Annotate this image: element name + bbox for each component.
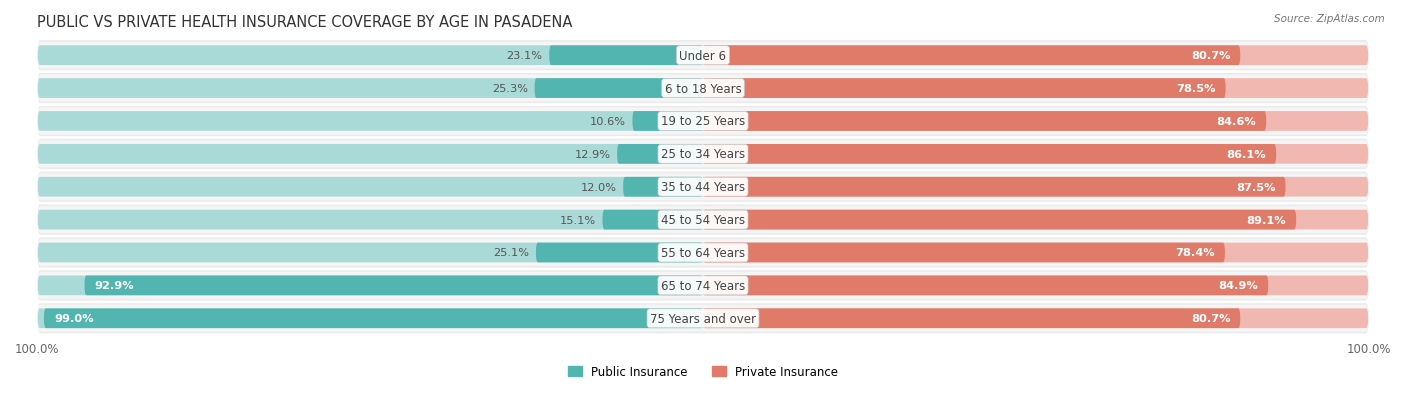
- FancyBboxPatch shape: [38, 210, 703, 230]
- FancyBboxPatch shape: [703, 243, 1368, 263]
- Text: 19 to 25 Years: 19 to 25 Years: [661, 115, 745, 128]
- FancyBboxPatch shape: [703, 178, 1285, 197]
- FancyBboxPatch shape: [84, 276, 703, 296]
- Text: Source: ZipAtlas.com: Source: ZipAtlas.com: [1274, 14, 1385, 24]
- FancyBboxPatch shape: [703, 276, 1368, 296]
- FancyBboxPatch shape: [703, 178, 1368, 197]
- FancyBboxPatch shape: [38, 238, 1368, 268]
- Text: 25.3%: 25.3%: [492, 84, 527, 94]
- FancyBboxPatch shape: [703, 243, 1225, 263]
- Text: 35 to 44 Years: 35 to 44 Years: [661, 181, 745, 194]
- FancyBboxPatch shape: [38, 74, 1368, 104]
- Text: 65 to 74 Years: 65 to 74 Years: [661, 279, 745, 292]
- FancyBboxPatch shape: [38, 141, 1368, 168]
- Text: 78.4%: 78.4%: [1175, 248, 1215, 258]
- FancyBboxPatch shape: [703, 145, 1277, 164]
- Text: 89.1%: 89.1%: [1247, 215, 1286, 225]
- FancyBboxPatch shape: [38, 304, 1368, 334]
- FancyBboxPatch shape: [38, 145, 703, 164]
- FancyBboxPatch shape: [617, 145, 703, 164]
- FancyBboxPatch shape: [38, 178, 703, 197]
- Text: 45 to 54 Years: 45 to 54 Years: [661, 214, 745, 227]
- FancyBboxPatch shape: [38, 172, 1368, 202]
- FancyBboxPatch shape: [38, 240, 1368, 266]
- Text: 75 Years and over: 75 Years and over: [650, 312, 756, 325]
- Text: PUBLIC VS PRIVATE HEALTH INSURANCE COVERAGE BY AGE IN PASADENA: PUBLIC VS PRIVATE HEALTH INSURANCE COVER…: [37, 15, 572, 30]
- FancyBboxPatch shape: [550, 46, 703, 66]
- FancyBboxPatch shape: [703, 309, 1368, 328]
- Text: 84.6%: 84.6%: [1216, 117, 1256, 127]
- FancyBboxPatch shape: [38, 79, 703, 99]
- Text: 86.1%: 86.1%: [1226, 150, 1267, 159]
- Text: 92.9%: 92.9%: [94, 281, 134, 291]
- FancyBboxPatch shape: [38, 174, 1368, 201]
- Text: 87.5%: 87.5%: [1236, 182, 1275, 192]
- FancyBboxPatch shape: [703, 79, 1368, 99]
- Text: 78.5%: 78.5%: [1177, 84, 1216, 94]
- FancyBboxPatch shape: [38, 107, 1368, 137]
- Text: 55 to 64 Years: 55 to 64 Years: [661, 247, 745, 259]
- Legend: Public Insurance, Private Insurance: Public Insurance, Private Insurance: [568, 366, 838, 378]
- Text: 15.1%: 15.1%: [560, 215, 596, 225]
- Text: 12.9%: 12.9%: [575, 150, 610, 159]
- FancyBboxPatch shape: [703, 309, 1240, 328]
- FancyBboxPatch shape: [703, 210, 1368, 230]
- FancyBboxPatch shape: [703, 46, 1240, 66]
- FancyBboxPatch shape: [38, 43, 1368, 69]
- Text: 10.6%: 10.6%: [589, 117, 626, 127]
- FancyBboxPatch shape: [703, 112, 1368, 131]
- FancyBboxPatch shape: [38, 46, 703, 66]
- FancyBboxPatch shape: [703, 79, 1226, 99]
- FancyBboxPatch shape: [38, 112, 703, 131]
- Text: 84.9%: 84.9%: [1219, 281, 1258, 291]
- FancyBboxPatch shape: [38, 139, 1368, 170]
- Text: 99.0%: 99.0%: [53, 313, 94, 323]
- FancyBboxPatch shape: [703, 276, 1268, 296]
- Text: Under 6: Under 6: [679, 50, 727, 62]
- FancyBboxPatch shape: [536, 243, 703, 263]
- FancyBboxPatch shape: [38, 271, 1368, 301]
- Text: 25 to 34 Years: 25 to 34 Years: [661, 148, 745, 161]
- FancyBboxPatch shape: [703, 112, 1267, 131]
- FancyBboxPatch shape: [38, 309, 703, 328]
- FancyBboxPatch shape: [603, 210, 703, 230]
- Text: 23.1%: 23.1%: [506, 51, 543, 61]
- FancyBboxPatch shape: [38, 41, 1368, 71]
- FancyBboxPatch shape: [38, 108, 1368, 135]
- FancyBboxPatch shape: [623, 178, 703, 197]
- FancyBboxPatch shape: [703, 145, 1368, 164]
- FancyBboxPatch shape: [703, 210, 1296, 230]
- Text: 80.7%: 80.7%: [1191, 313, 1230, 323]
- FancyBboxPatch shape: [38, 305, 1368, 332]
- Text: 80.7%: 80.7%: [1191, 51, 1230, 61]
- FancyBboxPatch shape: [38, 76, 1368, 102]
- Text: 25.1%: 25.1%: [494, 248, 529, 258]
- FancyBboxPatch shape: [38, 243, 703, 263]
- FancyBboxPatch shape: [38, 276, 703, 296]
- Text: 6 to 18 Years: 6 to 18 Years: [665, 82, 741, 95]
- FancyBboxPatch shape: [38, 272, 1368, 299]
- FancyBboxPatch shape: [534, 79, 703, 99]
- FancyBboxPatch shape: [38, 205, 1368, 235]
- Text: 12.0%: 12.0%: [581, 182, 616, 192]
- FancyBboxPatch shape: [44, 309, 703, 328]
- FancyBboxPatch shape: [633, 112, 703, 131]
- FancyBboxPatch shape: [703, 46, 1368, 66]
- FancyBboxPatch shape: [38, 206, 1368, 233]
